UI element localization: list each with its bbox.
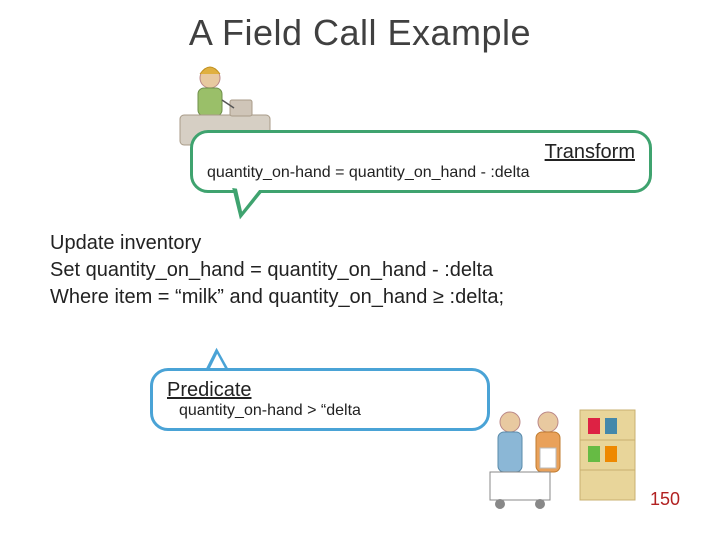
predicate-callout: Predicate quantity_on-hand > “delta: [150, 368, 490, 431]
transform-callout: Transform quantity_on-hand = quantity_on…: [190, 130, 652, 193]
predicate-header: Predicate: [167, 379, 473, 402]
transform-header: Transform: [207, 141, 635, 164]
sql-body: Update inventory Set quantity_on_hand = …: [50, 230, 504, 311]
page-number: 150: [650, 489, 680, 510]
shoppers-illustration: [470, 400, 640, 510]
sql-line-1: Update inventory: [50, 230, 504, 257]
slide-title: A Field Call Example: [0, 12, 720, 54]
sql-line-3: Where item = “milk” and quantity_on_hand…: [50, 284, 504, 311]
transform-callout-tail: [228, 188, 262, 222]
sql-line-2: Set quantity_on_hand = quantity_on_hand …: [50, 257, 504, 284]
predicate-expression: quantity_on-hand > “delta: [167, 402, 473, 420]
transform-expression: quantity_on-hand = quantity_on_hand - :d…: [207, 164, 635, 182]
